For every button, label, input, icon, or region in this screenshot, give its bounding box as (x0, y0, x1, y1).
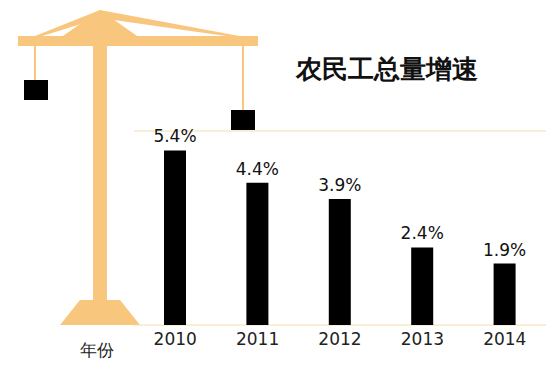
svg-text:2.4%: 2.4% (401, 223, 444, 243)
svg-text:1.9%: 1.9% (483, 240, 526, 260)
svg-text:2014: 2014 (483, 329, 526, 349)
svg-text:2012: 2012 (318, 329, 361, 349)
svg-text:3.9%: 3.9% (318, 175, 361, 195)
html-text:农民工总量增速: 农民工总量增速 (296, 54, 478, 84)
svg-text:5.4%: 5.4% (153, 126, 196, 146)
svg-text:2010: 2010 (154, 329, 197, 349)
svg-text:4.4%: 4.4% (236, 159, 279, 179)
svg-text:2013: 2013 (401, 329, 444, 349)
svg-text:年份: 年份 (80, 340, 114, 360)
svg-text:2011: 2011 (236, 329, 279, 349)
